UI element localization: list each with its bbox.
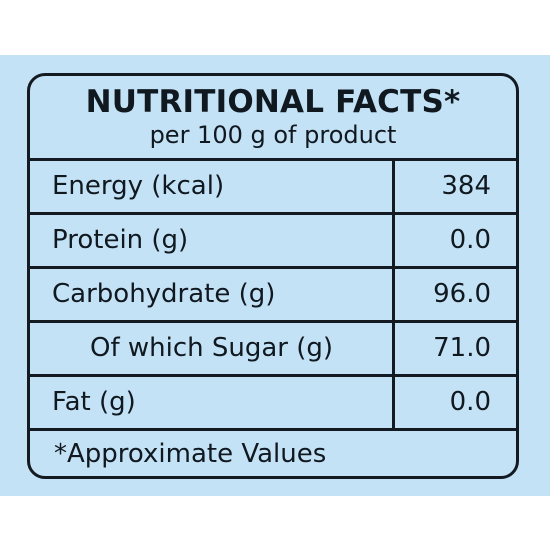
nutrient-row-protein: Protein (g) 0.0 (30, 212, 516, 266)
nutrient-label: Of which Sugar (g) (90, 333, 334, 363)
nutrient-row-carbohydrate: Carbohydrate (g) 96.0 (30, 266, 516, 320)
column-divider (392, 158, 395, 428)
nutrition-facts-panel: NUTRITIONAL FACTS* per 100 g of product … (27, 73, 519, 479)
nutrient-row-energy: Energy (kcal) 384 (30, 158, 516, 212)
nutrient-value: 0.0 (449, 225, 491, 255)
nutrient-row-fat: Fat (g) 0.0 (30, 374, 516, 428)
nutrient-value: 71.0 (433, 333, 491, 363)
label-background (0, 55, 550, 496)
nutrient-label: Fat (g) (52, 387, 136, 417)
footnote-row: *Approximate Values (30, 428, 516, 476)
nutrient-value: 96.0 (433, 279, 491, 309)
nutrient-row-sugar: Of which Sugar (g) 71.0 (30, 320, 516, 374)
panel-title: NUTRITIONAL FACTS* (85, 84, 461, 120)
nutrient-label: Energy (kcal) (52, 171, 225, 201)
nutrient-value: 384 (441, 171, 491, 201)
nutrient-value: 0.0 (449, 387, 491, 417)
panel-subtitle: per 100 g of product (149, 121, 397, 149)
footnote-text: *Approximate Values (54, 439, 327, 469)
nutrient-label: Carbohydrate (g) (52, 279, 276, 309)
nutrient-label: Protein (g) (52, 225, 189, 255)
